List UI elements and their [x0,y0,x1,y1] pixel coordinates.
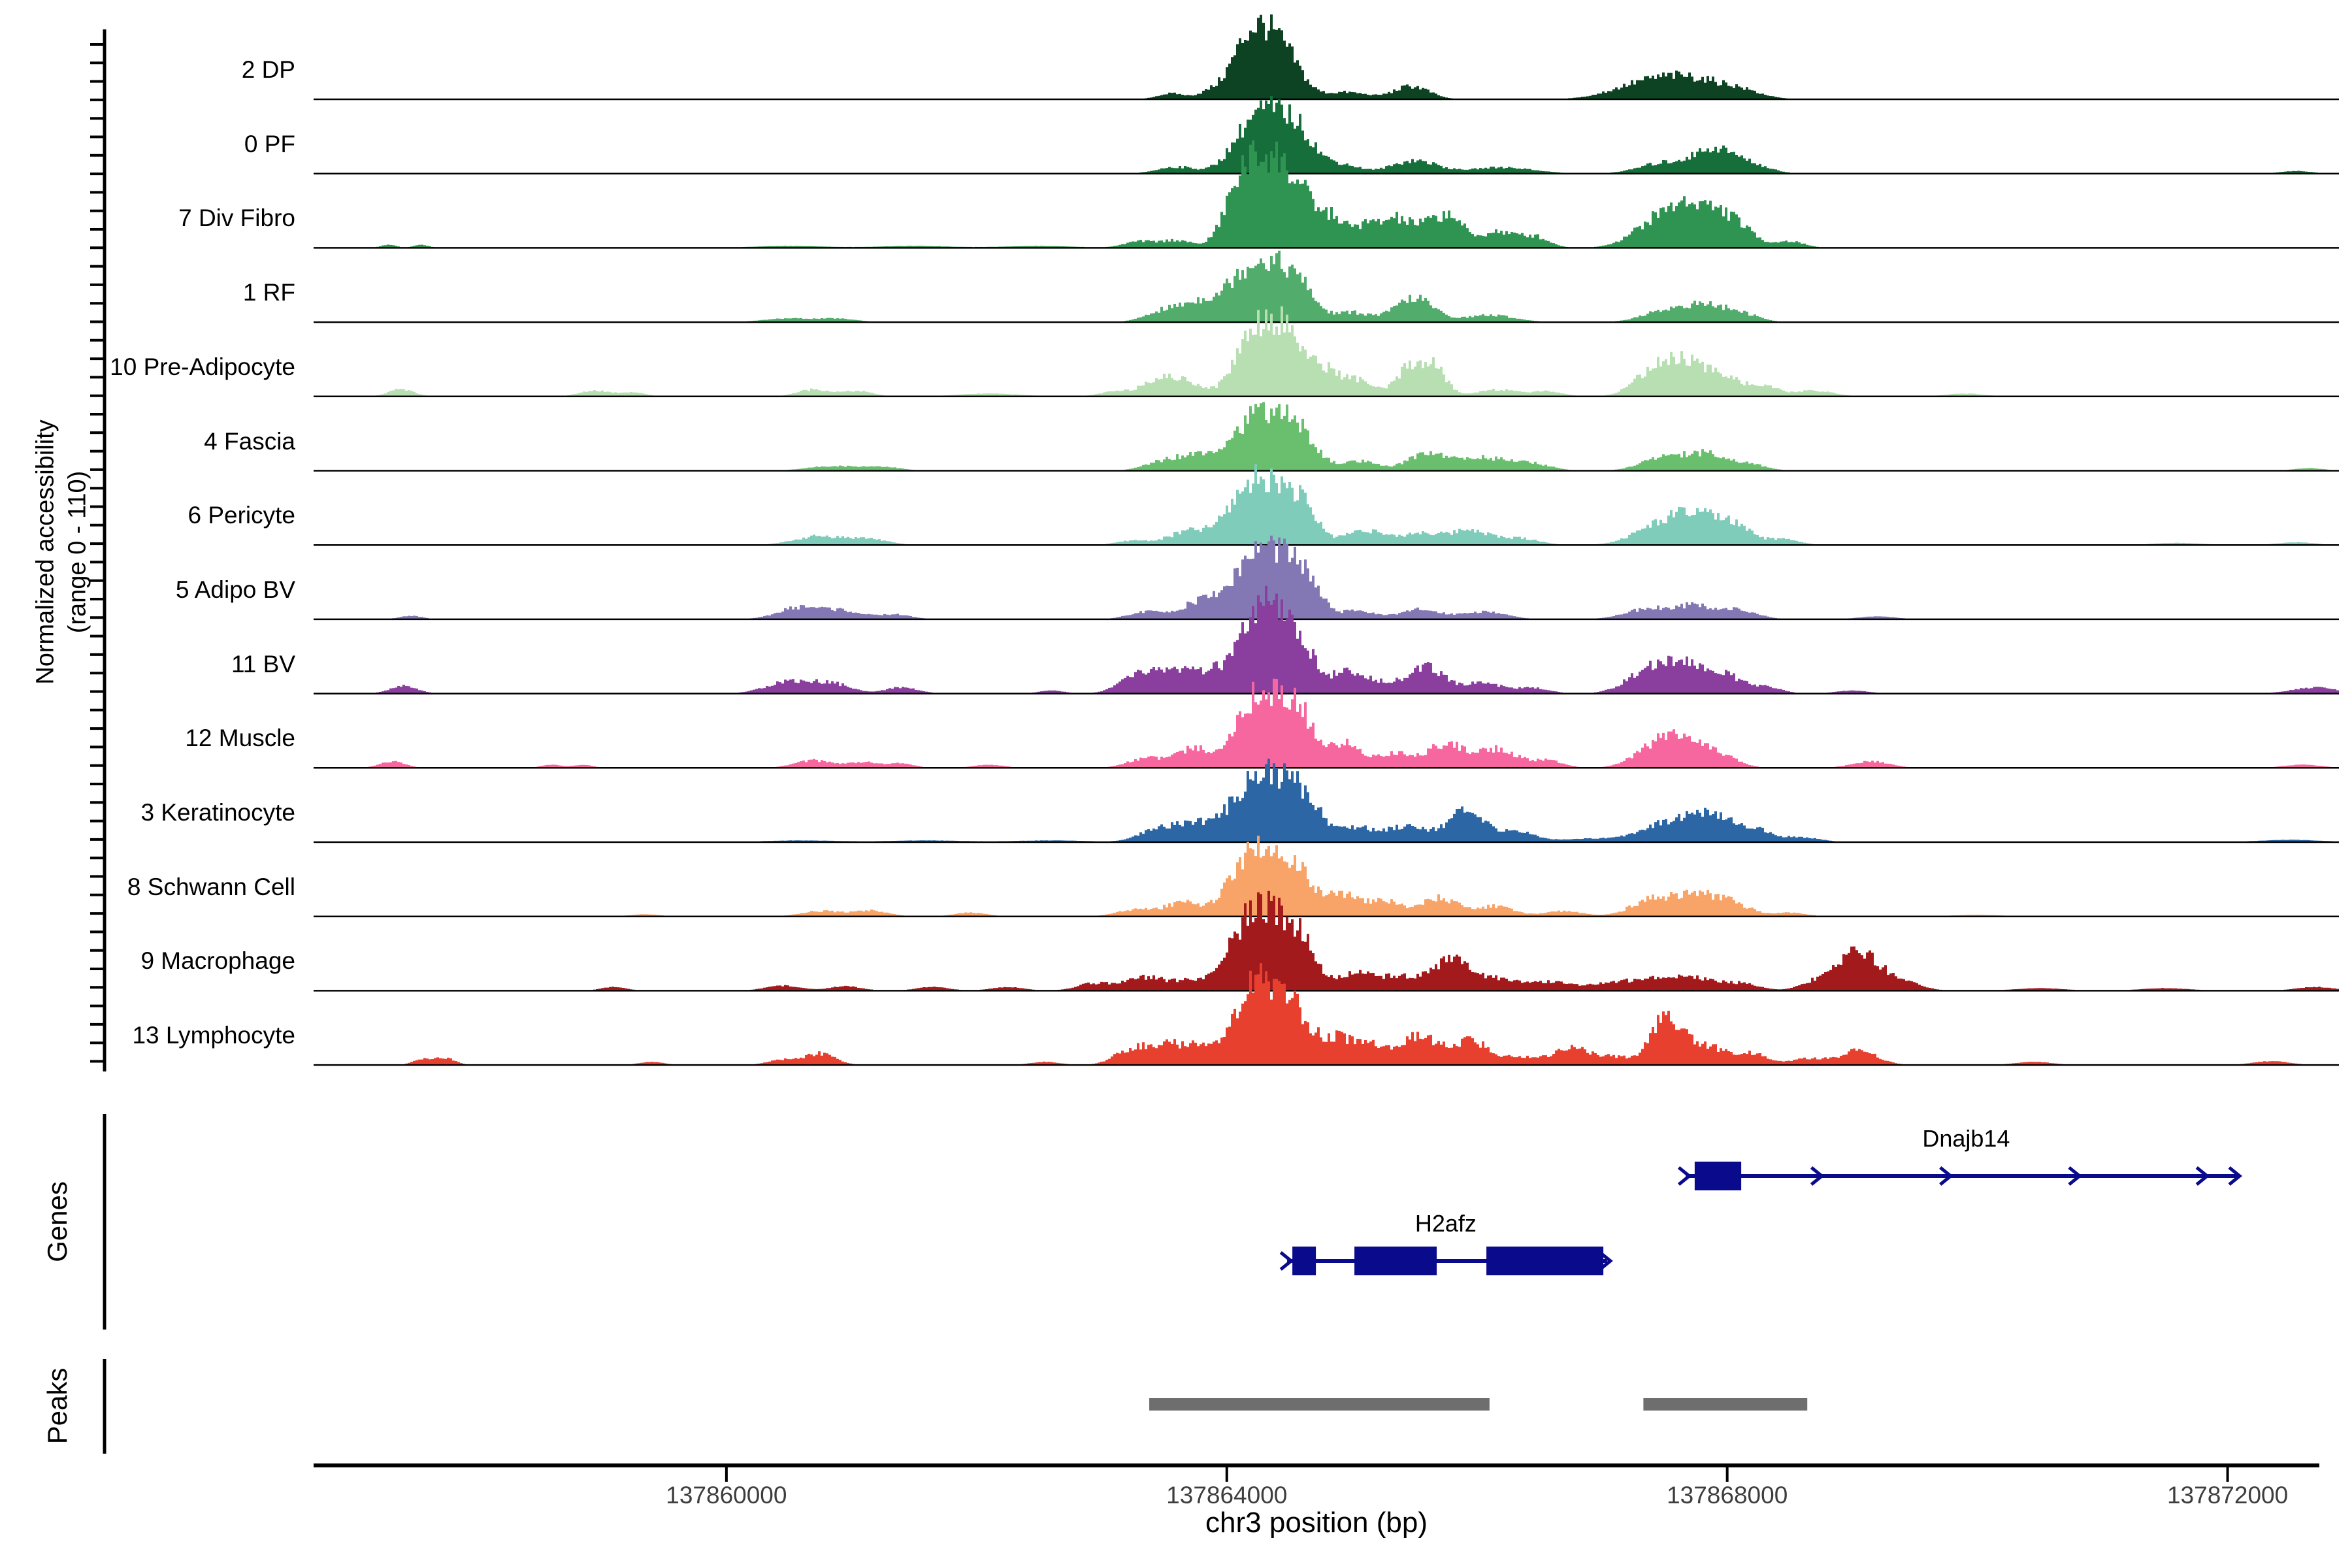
gene-strand-arrow-H2afz [1599,1251,1613,1271]
gene-exon-H2afz [1354,1247,1437,1275]
track-label-11-bv: 11 BV [231,650,295,678]
coverage-track-11 [314,759,2339,842]
coverage-track-5 [314,306,2339,397]
track-label-9-macrophage: 9 Macrophage [140,947,295,975]
gene-strand-arrow-Dnajb14 [1810,1166,1825,1186]
gene-strand-arrow-Dnajb14 [1939,1166,1953,1186]
gene-strand-arrow-Dnajb14 [2068,1166,2082,1186]
coverage-track-8 [314,535,2339,619]
coverage-track-1 [314,14,2339,99]
gene-exon-H2afz [1292,1247,1316,1275]
x-tick-label-137872000: 137872000 [2166,1482,2289,1509]
x-axis-title: chr3 position (bp) [1205,1507,1428,1539]
coverage-track-14 [314,963,2339,1066]
peaks-section-label: Peaks [42,1367,73,1445]
coverage-track-4 [314,250,2339,323]
gene-label-dnajb14: Dnajb14 [1922,1125,2010,1152]
peak-region-bar [1149,1398,1490,1411]
track-label-1-rf: 1 RF [242,279,295,306]
gene-strand-arrow-Dnajb14 [1678,1166,1692,1186]
coverage-track-12 [314,836,2339,917]
peak-region-bar [1643,1398,1808,1411]
y-axis-label-line1: Normalized accessibility [31,419,59,685]
track-label-5-adipo-bv: 5 Adipo BV [175,576,295,603]
track-label-4-fascia: 4 Fascia [204,427,295,455]
track-label-12-muscle: 12 Muscle [185,725,295,752]
track-label-10-pre-adipocyte: 10 Pre-Adipocyte [110,353,295,380]
track-label-2-dp: 2 DP [241,56,295,83]
track-label-8-schwann-cell: 8 Schwann Cell [127,873,295,900]
gene-strand-arrow-H2afz [1279,1251,1294,1271]
coverage-track-13 [314,890,2339,991]
y-axis-label-line2: (range 0 - 110) [64,470,91,634]
gene-label-h2afz: H2afz [1414,1210,1477,1237]
coverage-track-7 [314,464,2339,546]
gene-strand-arrow-Dnajb14 [2228,1166,2243,1186]
track-label-3-keratinocyte: 3 Keratinocyte [140,799,295,826]
genes-section-label: Genes [42,1181,73,1262]
coverage-track-2 [314,95,2339,174]
gene-strand-arrow-Dnajb14 [2195,1166,2210,1186]
x-tick-label-137864000: 137864000 [1166,1482,1288,1509]
track-label-7-div-fibro: 7 Div Fibro [178,204,295,232]
track-label-6-pericyte: 6 Pericyte [188,502,295,529]
y-axis-label: Normalized accessibility (range 0 - 110) [30,419,95,684]
track-label-13-lymphocyte: 13 Lymphocyte [132,1022,295,1049]
track-label-0-pf: 0 PF [244,130,295,157]
x-tick-label-137868000: 137868000 [1667,1482,1788,1509]
gene-exon-H2afz [1486,1247,1604,1275]
coverage-track-6 [314,402,2339,471]
x-tick-label-137860000: 137860000 [666,1482,787,1509]
gene-exon-Dnajb14 [1694,1162,1742,1190]
coverage-track-3 [314,140,2339,248]
coverage-track-10 [314,678,2339,768]
